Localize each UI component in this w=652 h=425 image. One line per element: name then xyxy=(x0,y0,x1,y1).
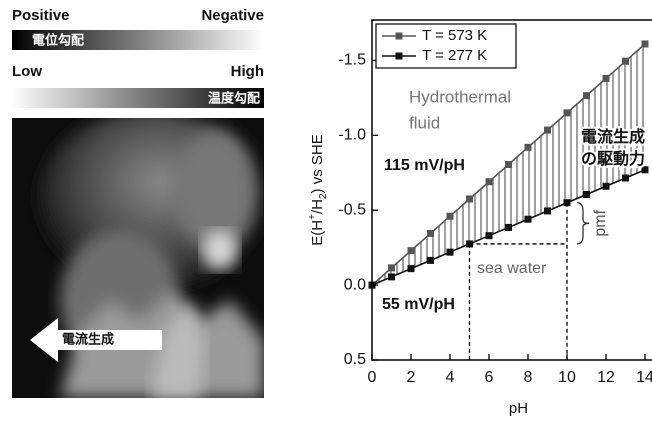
annotation: 55 mV/pH xyxy=(382,296,455,313)
legend-label: T = 277 K xyxy=(422,47,487,64)
annotation: 115 mV/pH xyxy=(384,157,465,174)
marker xyxy=(466,195,473,202)
x-tick-label: 6 xyxy=(485,369,494,386)
legend-marker xyxy=(396,33,403,40)
annotation: Hydrothermal xyxy=(409,87,511,106)
marker xyxy=(622,58,629,65)
label: 電流生成 xyxy=(62,331,114,346)
annotation: 電流生成 xyxy=(581,127,645,146)
marker xyxy=(466,240,473,247)
x-axis-label: pH xyxy=(509,400,528,417)
y-axis-label-part: ) vs SHE xyxy=(309,134,326,193)
label: Negative xyxy=(201,7,264,24)
marker xyxy=(622,175,629,182)
marker xyxy=(583,92,590,99)
marker xyxy=(447,213,454,220)
marker xyxy=(642,40,649,47)
marker xyxy=(564,109,571,116)
marker xyxy=(427,257,434,264)
x-tick-label: 4 xyxy=(446,369,455,386)
marker xyxy=(447,249,454,256)
marker xyxy=(388,273,395,280)
x-tick-label: 10 xyxy=(558,369,576,386)
marker xyxy=(603,75,610,82)
legend-label: T = 573 K xyxy=(422,27,487,44)
label: High xyxy=(231,63,264,80)
marker xyxy=(544,127,551,134)
marker xyxy=(583,191,590,198)
label: Low xyxy=(12,63,42,80)
x-tick-label: 2 xyxy=(407,369,416,386)
bracket xyxy=(577,203,589,244)
marker xyxy=(486,232,493,239)
marker xyxy=(388,264,395,271)
marker xyxy=(505,224,512,231)
label: 電位勾配 xyxy=(32,32,84,47)
y-tick-label: -0.5 xyxy=(338,201,366,218)
y-tick-label: -1.5 xyxy=(338,52,366,69)
marker xyxy=(564,199,571,206)
y-tick-label: -1.0 xyxy=(338,127,366,144)
y-axis-label: E(H+/H2) vs SHE xyxy=(307,134,329,245)
annotation: sea water xyxy=(477,260,547,277)
y-tick-label: 0.0 xyxy=(344,276,366,293)
annotation: の駆動力 xyxy=(581,149,645,168)
label: 温度勾配 xyxy=(208,90,260,105)
label: Positive xyxy=(12,7,70,24)
x-tick-label: 8 xyxy=(524,369,533,386)
marker xyxy=(427,230,434,237)
marker xyxy=(603,183,610,190)
marker xyxy=(525,216,532,223)
marker xyxy=(408,247,415,254)
marker xyxy=(408,265,415,272)
annotation: pmf xyxy=(592,209,609,236)
x-tick-label: 14 xyxy=(636,369,652,386)
marker xyxy=(505,161,512,168)
x-tick-label: 12 xyxy=(597,369,615,386)
x-tick-label: 0 xyxy=(368,369,377,386)
marker xyxy=(525,144,532,151)
legend-marker xyxy=(396,53,403,60)
annotation: fluid xyxy=(409,113,440,132)
y-axis-label-part: /H xyxy=(309,199,326,214)
left-panel: Positive Negative 電位勾配 Low High 温度勾配 電流生… xyxy=(12,7,264,398)
marker xyxy=(544,207,551,214)
marker xyxy=(486,178,493,185)
y-axis-label-part: E(H xyxy=(309,220,326,246)
y-tick-label: 0.5 xyxy=(344,351,366,368)
figure: Positive Negative 電位勾配 Low High 温度勾配 電流生… xyxy=(0,0,652,425)
